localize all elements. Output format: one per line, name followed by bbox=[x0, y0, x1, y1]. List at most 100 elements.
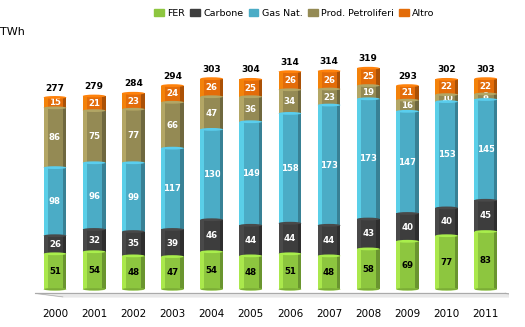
Ellipse shape bbox=[396, 240, 419, 243]
Bar bbox=[181, 230, 184, 257]
Bar bbox=[181, 257, 184, 289]
Bar bbox=[279, 90, 282, 113]
Bar bbox=[44, 236, 66, 254]
Ellipse shape bbox=[435, 93, 458, 96]
Bar bbox=[415, 100, 419, 111]
Text: 45: 45 bbox=[480, 212, 492, 220]
Bar bbox=[357, 99, 380, 219]
Bar bbox=[102, 252, 106, 289]
Text: 293: 293 bbox=[398, 72, 417, 81]
Text: 35: 35 bbox=[128, 239, 139, 248]
Text: 86: 86 bbox=[49, 133, 61, 142]
Bar bbox=[475, 79, 478, 94]
Bar bbox=[44, 108, 48, 168]
Bar bbox=[475, 79, 497, 94]
Ellipse shape bbox=[200, 250, 223, 253]
Bar bbox=[161, 257, 184, 289]
Bar bbox=[494, 94, 497, 99]
Bar bbox=[455, 236, 458, 289]
Text: 303: 303 bbox=[202, 65, 221, 74]
Bar bbox=[83, 252, 87, 289]
Bar bbox=[239, 79, 244, 97]
Ellipse shape bbox=[279, 252, 301, 255]
Bar bbox=[475, 200, 497, 232]
Bar bbox=[376, 249, 380, 289]
Bar bbox=[435, 236, 458, 289]
Bar bbox=[318, 256, 341, 289]
Bar bbox=[475, 200, 478, 232]
Bar bbox=[44, 236, 48, 254]
Text: 51: 51 bbox=[49, 267, 61, 276]
Bar bbox=[83, 230, 106, 252]
Bar bbox=[44, 97, 48, 108]
Bar bbox=[435, 236, 439, 289]
Bar bbox=[239, 79, 262, 97]
Bar bbox=[279, 223, 282, 254]
Bar bbox=[44, 254, 66, 289]
Bar bbox=[357, 249, 361, 289]
Bar bbox=[83, 111, 87, 163]
Ellipse shape bbox=[122, 108, 145, 111]
Text: 48: 48 bbox=[245, 268, 257, 277]
Bar bbox=[396, 214, 400, 241]
Ellipse shape bbox=[475, 288, 497, 290]
Bar bbox=[475, 232, 497, 289]
Ellipse shape bbox=[83, 288, 105, 290]
Bar bbox=[259, 256, 262, 289]
Bar bbox=[279, 113, 301, 223]
Ellipse shape bbox=[83, 109, 106, 112]
Bar bbox=[44, 168, 48, 236]
Bar bbox=[376, 219, 380, 249]
Ellipse shape bbox=[83, 228, 106, 231]
Bar bbox=[435, 95, 439, 102]
Bar bbox=[239, 97, 262, 122]
Bar bbox=[161, 257, 165, 289]
Ellipse shape bbox=[200, 77, 223, 80]
Ellipse shape bbox=[201, 288, 223, 290]
Bar bbox=[279, 223, 301, 254]
Text: 34: 34 bbox=[284, 97, 296, 106]
Text: 44: 44 bbox=[245, 236, 257, 245]
Bar bbox=[318, 105, 341, 225]
Bar bbox=[200, 79, 223, 97]
Bar bbox=[279, 254, 282, 289]
Bar bbox=[102, 163, 106, 230]
Bar bbox=[279, 254, 301, 289]
Bar bbox=[259, 79, 262, 97]
Text: 23: 23 bbox=[323, 93, 335, 102]
Bar bbox=[494, 79, 497, 94]
Text: 26: 26 bbox=[49, 240, 61, 249]
Text: 22: 22 bbox=[440, 82, 453, 92]
Text: 36: 36 bbox=[245, 105, 257, 114]
Text: 284: 284 bbox=[124, 79, 143, 88]
Text: 43: 43 bbox=[362, 230, 374, 238]
Ellipse shape bbox=[239, 288, 262, 291]
Bar bbox=[200, 79, 204, 97]
Bar bbox=[63, 168, 66, 236]
Bar bbox=[279, 72, 282, 90]
Ellipse shape bbox=[396, 212, 419, 215]
Bar bbox=[122, 163, 145, 232]
Bar bbox=[318, 225, 322, 256]
Bar bbox=[435, 95, 458, 102]
Bar bbox=[455, 208, 458, 236]
Bar bbox=[337, 256, 341, 289]
Ellipse shape bbox=[44, 288, 66, 291]
Bar bbox=[122, 109, 145, 163]
Ellipse shape bbox=[396, 84, 419, 87]
Bar bbox=[122, 232, 126, 256]
Ellipse shape bbox=[318, 288, 341, 291]
Text: 75: 75 bbox=[88, 132, 100, 141]
Text: 314: 314 bbox=[320, 57, 339, 66]
Text: 83: 83 bbox=[480, 256, 492, 265]
Bar bbox=[239, 256, 262, 289]
Bar bbox=[298, 223, 301, 254]
Bar bbox=[200, 129, 204, 220]
Bar bbox=[83, 163, 87, 230]
Text: 54: 54 bbox=[206, 266, 218, 275]
Bar bbox=[161, 148, 165, 230]
Bar bbox=[181, 86, 184, 102]
Bar bbox=[200, 129, 223, 220]
Text: 44: 44 bbox=[323, 236, 335, 245]
Ellipse shape bbox=[44, 252, 66, 255]
